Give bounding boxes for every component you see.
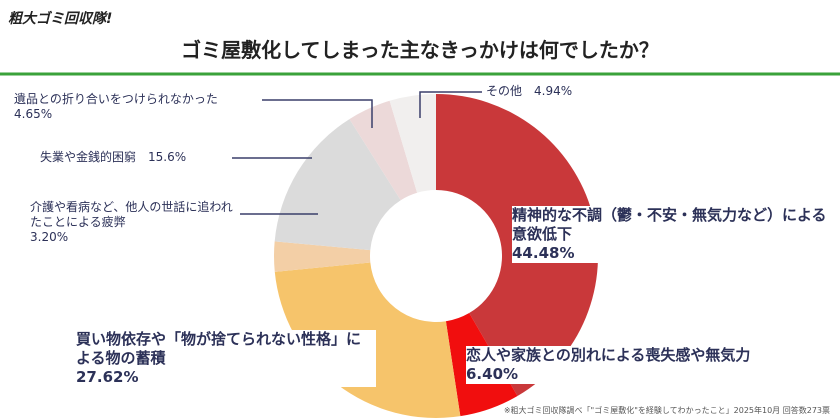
value-label: 3.20% <box>30 230 69 244</box>
data-label: 遺品との折り合いをつけられなかった 4.65% <box>14 92 218 122</box>
category-label: 精神的な不調（鬱・不安・無気力など）による意欲低下 <box>512 206 827 243</box>
slice <box>274 241 371 272</box>
value-label: 44.48% <box>512 244 575 262</box>
value-label: 15.6% <box>148 150 187 164</box>
slice <box>274 119 401 251</box>
data-label: 介護や看病など、他人の世話に追われたことによる疲弊 3.20% <box>30 200 240 245</box>
data-label: 買い物依存や「物が捨てられない性格」による物の蓄積 27.62% <box>76 330 376 387</box>
leader-line <box>419 91 482 118</box>
category-label: 失業や金銭的困窮 <box>40 150 137 164</box>
category-label: その他 <box>486 84 523 98</box>
value-label: 27.62% <box>76 368 139 386</box>
slice <box>389 94 436 193</box>
data-label: 精神的な不調（鬱・不安・無気力など）による意欲低下 44.48% <box>512 206 832 263</box>
category-label: 介護や看病など、他人の世話に追われたことによる疲弊 <box>30 200 233 229</box>
category-label: 買い物依存や「物が捨てられない性格」による物の蓄積 <box>76 330 362 367</box>
leader-line <box>262 99 373 128</box>
category-label: 恋人や家族との別れによる喪失感や無気力 <box>466 346 751 364</box>
brand: 粗大ゴミ回収隊! <box>8 11 113 27</box>
data-label: その他 4.94% <box>486 84 573 99</box>
value-label: 4.94% <box>534 84 573 98</box>
value-label: 6.40% <box>466 365 519 383</box>
chart-title: ゴミ屋敷化してしまった主なきっかけは何でしたか？ <box>181 38 659 62</box>
value-label: 4.65% <box>14 107 53 121</box>
data-label: 失業や金銭的困窮 15.6% <box>40 150 187 165</box>
data-label: 恋人や家族との別れによる喪失感や無気力 6.40% <box>466 346 751 384</box>
category-label: 遺品との折り合いをつけられなかった <box>14 92 218 106</box>
slice <box>349 100 418 201</box>
source: ※粗大ゴミ回収隊調べ「"ゴミ屋敷化"を経験してわかったこと」2025年10月 回… <box>503 406 830 415</box>
